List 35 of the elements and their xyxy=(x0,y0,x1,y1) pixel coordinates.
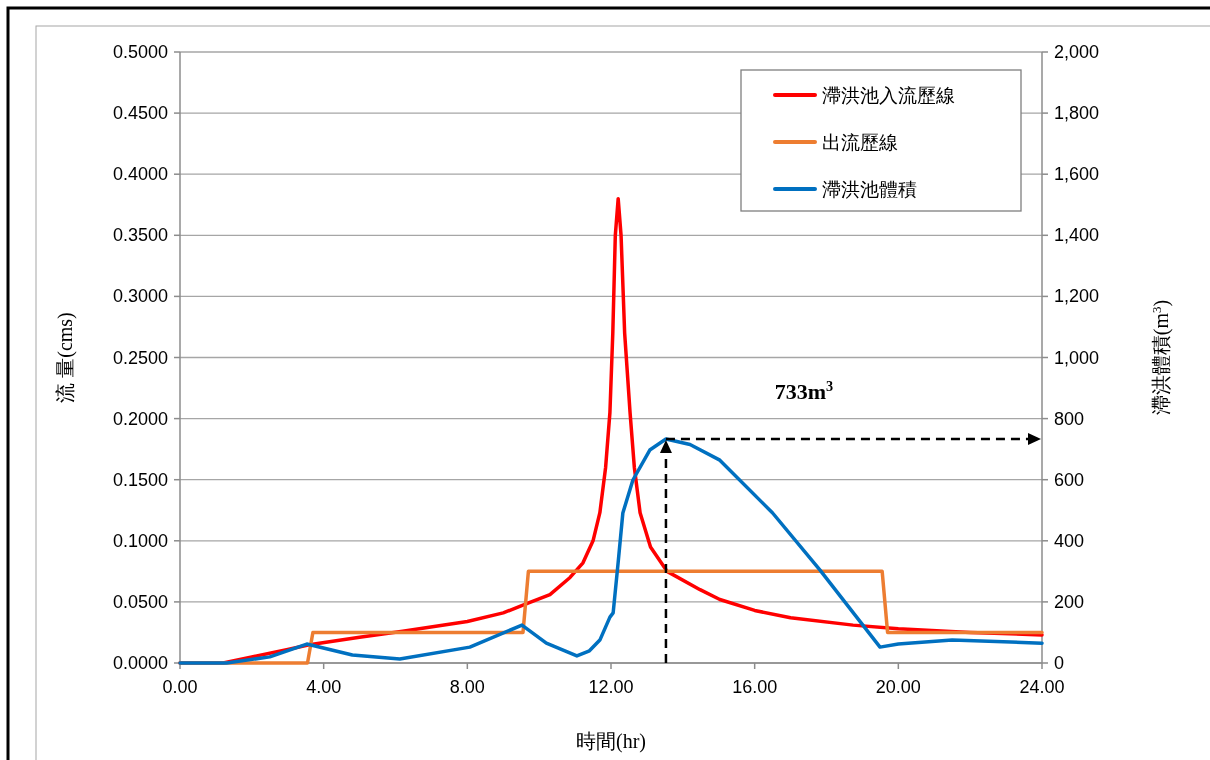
y2-tick-label: 200 xyxy=(1054,591,1085,612)
y2-tick-label: 1,600 xyxy=(1054,164,1100,185)
x-tick-label: 0.00 xyxy=(162,677,198,697)
y-tick-label: 0.3500 xyxy=(112,225,168,246)
y-axis-title: 流 量(cms) xyxy=(54,312,77,403)
y-tick-label: 0.2000 xyxy=(112,408,168,429)
y2-tick-label: 0 xyxy=(1054,653,1065,673)
legend-label: 出流歷線 xyxy=(822,132,898,153)
y-tick-label: 0.1000 xyxy=(112,530,168,551)
y-tick-label: 0.4000 xyxy=(112,164,168,185)
y-tick-label: 0.0500 xyxy=(112,591,168,612)
x-tick-label: 20.00 xyxy=(875,677,921,697)
y2-tick-label: 2,000 xyxy=(1054,42,1100,62)
y-tick-label: 0.0000 xyxy=(112,653,168,673)
y2-tick-label: 1,800 xyxy=(1054,103,1100,124)
x-axis-title: 時間(hr) xyxy=(576,730,646,753)
annotation: 733m$^{3}$ xyxy=(774,378,834,405)
legend-label: 滯洪池體積 xyxy=(822,179,917,200)
x-tick-label: 4.00 xyxy=(306,677,342,697)
y-tick-label: 0.2500 xyxy=(112,347,168,368)
y2-tick-label: 800 xyxy=(1054,408,1085,429)
x-tick-label: 8.00 xyxy=(449,677,485,697)
y-tick-label: 0.4500 xyxy=(112,103,168,124)
y2-tick-label: 1,400 xyxy=(1054,225,1100,246)
y2-tick-label: 600 xyxy=(1054,469,1085,490)
y2-tick-label: 1,200 xyxy=(1054,286,1100,307)
legend-label: 滯洪池入流歷線 xyxy=(822,85,955,106)
x-tick-label: 24.00 xyxy=(1019,677,1065,697)
y2-tick-label: 400 xyxy=(1054,530,1085,551)
x-tick-label: 16.00 xyxy=(732,677,778,697)
y-tick-label: 0.5000 xyxy=(112,42,168,62)
y-tick-label: 0.3000 xyxy=(112,286,168,307)
y-tick-label: 0.1500 xyxy=(112,469,168,490)
x-tick-label: 12.00 xyxy=(588,677,634,697)
y2-tick-label: 1,000 xyxy=(1054,347,1100,368)
